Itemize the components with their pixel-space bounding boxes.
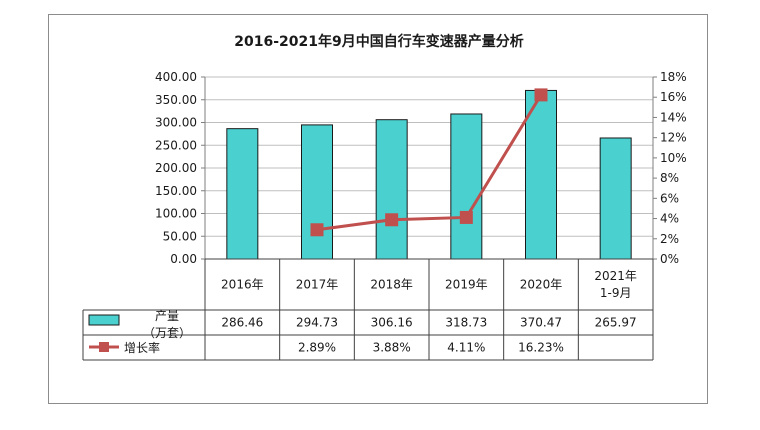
left-axis-tick-label: 350.00 <box>155 93 197 107</box>
bar <box>599 137 632 260</box>
growth-value-cell: 2.89% <box>298 341 336 355</box>
production-value-cell: 265.97 <box>595 316 637 330</box>
bar <box>301 124 333 260</box>
bar <box>450 113 483 260</box>
category-label: 2020年 <box>520 278 563 292</box>
growth-value-cell: 3.88% <box>373 341 411 355</box>
production-value-cell: 306.16 <box>371 316 413 330</box>
legend-bar-swatch <box>88 314 120 326</box>
chart-plot: 0.00 50.00 100.00 150.00 200.00 250.00 300.00 3… <box>82 70 687 361</box>
category-label: 2017年 <box>296 278 339 292</box>
left-axis-tick-label: 100.00 <box>155 207 197 221</box>
production-value-cell: 294.73 <box>296 316 338 330</box>
bar <box>375 119 408 260</box>
right-axis-tick-label: 18% <box>660 70 687 84</box>
legend-production-label: 产量 <box>155 309 179 323</box>
right-axis-tick-label: 14% <box>660 110 687 124</box>
chart-title: 2016-2021年9月中国自行车变速器产量分析 <box>234 34 524 50</box>
right-axis-tick-label: 16% <box>660 90 687 104</box>
category-label: 1-9月 <box>600 286 632 300</box>
growth-line <box>316 94 543 232</box>
chart-frame: 2016-2021年9月中国自行车变速器产量分析 0.00 50.00 100.00… <box>48 14 708 404</box>
production-value-cell: 318.73 <box>445 316 487 330</box>
left-axis-tick-label: 250.00 <box>155 138 197 152</box>
category-label: 2019年 <box>445 278 488 292</box>
right-axis-tick-label: 10% <box>660 151 687 165</box>
production-value-cell: 370.47 <box>520 316 562 330</box>
left-axis-tick-label: 200.00 <box>155 161 197 175</box>
right-axis-tick-label: 6% <box>660 191 679 205</box>
left-axis-tick-label: 150.00 <box>155 184 197 198</box>
legend-line-marker <box>99 342 109 352</box>
production-value-cell: 286.46 <box>221 316 263 330</box>
right-axis-tick-label: 2% <box>660 232 679 246</box>
category-label: 2016年 <box>221 278 264 292</box>
category-label: 2018年 <box>370 278 413 292</box>
bar <box>525 89 557 260</box>
right-axis-tick-label: 12% <box>660 131 687 145</box>
growth-marker <box>385 213 399 227</box>
right-axis-tick-label: 0% <box>660 252 679 266</box>
left-axis-tick-label: 300.00 <box>155 116 197 130</box>
growth-marker <box>534 88 548 102</box>
growth-marker <box>310 223 324 237</box>
growth-value-cell: 4.11% <box>447 341 485 355</box>
growth-value-cell: 16.23% <box>518 341 564 355</box>
right-axis-tick-label: 8% <box>660 171 679 185</box>
right-axis-tick-label: 4% <box>660 212 679 226</box>
legend-production-unit: （万套） <box>143 326 191 340</box>
left-axis-tick-label: 400.00 <box>155 70 197 84</box>
left-axis-tick-label: 50.00 <box>163 229 197 243</box>
category-label: 2021年 <box>594 269 637 283</box>
bar <box>226 128 259 260</box>
growth-marker <box>459 210 473 224</box>
legend-growth-label: 增长率 <box>124 340 160 355</box>
left-axis-tick-label: 0.00 <box>170 252 197 266</box>
